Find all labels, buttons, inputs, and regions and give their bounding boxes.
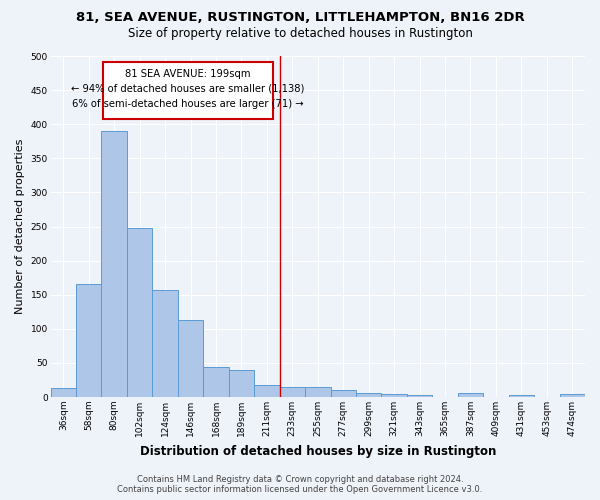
Bar [560, 394, 585, 397]
Bar [331, 390, 356, 397]
Text: ← 94% of detached houses are smaller (1,138): ← 94% of detached houses are smaller (1,… [71, 84, 305, 94]
Bar [50, 388, 76, 397]
Bar [152, 290, 178, 397]
Bar [178, 320, 203, 397]
Text: 6% of semi-detached houses are larger (71) →: 6% of semi-detached houses are larger (7… [72, 99, 304, 109]
Bar [407, 395, 433, 397]
X-axis label: Distribution of detached houses by size in Rustington: Distribution of detached houses by size … [140, 444, 496, 458]
Bar [101, 131, 127, 397]
FancyBboxPatch shape [103, 62, 273, 118]
Bar [356, 393, 382, 397]
Bar [305, 387, 331, 397]
Text: Size of property relative to detached houses in Rustington: Size of property relative to detached ho… [128, 28, 472, 40]
Bar [127, 228, 152, 397]
Text: Contains HM Land Registry data © Crown copyright and database right 2024.
Contai: Contains HM Land Registry data © Crown c… [118, 474, 482, 494]
Bar [254, 386, 280, 397]
Text: 81, SEA AVENUE, RUSTINGTON, LITTLEHAMPTON, BN16 2DR: 81, SEA AVENUE, RUSTINGTON, LITTLEHAMPTO… [76, 11, 524, 24]
Text: 81 SEA AVENUE: 199sqm: 81 SEA AVENUE: 199sqm [125, 69, 251, 79]
Bar [382, 394, 407, 397]
Bar [280, 387, 305, 397]
Bar [509, 395, 534, 397]
Bar [203, 367, 229, 397]
Bar [229, 370, 254, 397]
Bar [458, 393, 483, 397]
Y-axis label: Number of detached properties: Number of detached properties [15, 139, 25, 314]
Bar [76, 284, 101, 397]
